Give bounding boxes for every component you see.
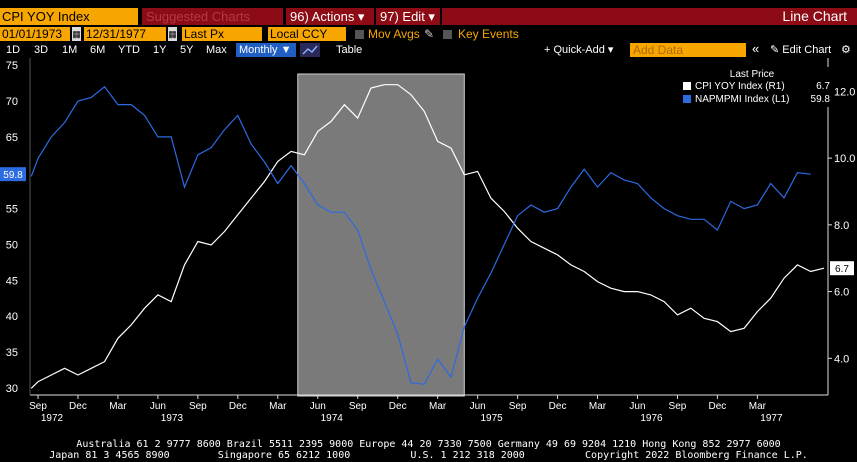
napmpmi-last-value-tag bbox=[0, 167, 26, 182]
x-tick-label: Dec bbox=[389, 401, 407, 412]
legend: Last Price CPI YOY Index (R1) 6.7 NAPMPM… bbox=[676, 67, 832, 107]
currency-select[interactable]: Local CCY bbox=[268, 27, 346, 41]
end-date-input[interactable]: 12/31/1977 bbox=[84, 27, 166, 41]
chart-type-label: Line Chart bbox=[782, 8, 847, 24]
line-chart: 303540455055606570754.06.08.010.012.0Sep… bbox=[0, 58, 855, 424]
x-tick-label: Mar bbox=[749, 401, 767, 412]
x-year-label: 1974 bbox=[321, 413, 344, 424]
x-tick-label: Sep bbox=[349, 401, 367, 412]
edit-menu[interactable]: 97) Edit ▾ bbox=[376, 8, 440, 25]
left-tick-label: 35 bbox=[6, 347, 18, 359]
x-year-label: 1976 bbox=[640, 413, 663, 424]
edit-chart-button[interactable]: ✎ Edit Chart bbox=[770, 44, 832, 56]
legend-name-pmi: NAPMPMI Index (L1) bbox=[695, 94, 789, 105]
legend-swatch-pmi bbox=[683, 95, 691, 103]
actions-menu[interactable]: 96) Actions ▾ bbox=[286, 8, 374, 25]
legend-value-pmi: 59.8 bbox=[811, 94, 831, 105]
footer-copyright: Japan 81 3 4565 8900 Singapore 65 6212 1… bbox=[49, 450, 808, 461]
range-6m[interactable]: 6M bbox=[90, 44, 106, 56]
calendar-icon[interactable]: ▦ bbox=[168, 27, 177, 41]
table-button[interactable]: Table bbox=[336, 44, 363, 56]
line-chart-icon[interactable] bbox=[300, 43, 320, 57]
right-tick-label: 12.0 bbox=[834, 86, 855, 98]
napmpmi-last-value-label: 59.8 bbox=[3, 170, 23, 181]
controls-bar: 01/01/1973 ▦ 12/31/1977 ▦ Last Px Local … bbox=[0, 26, 857, 42]
x-tick-label: Mar bbox=[589, 401, 607, 412]
right-tick-label: 4.0 bbox=[834, 353, 849, 365]
add-data-input[interactable]: Add Data bbox=[630, 43, 746, 57]
range-1m[interactable]: 1M bbox=[62, 44, 78, 56]
x-tick-label: Mar bbox=[109, 401, 127, 412]
x-tick-label: Jun bbox=[629, 401, 645, 412]
left-tick-label: 55 bbox=[6, 204, 18, 216]
range-1y[interactable]: 1Y bbox=[153, 44, 167, 56]
x-tick-label: Mar bbox=[429, 401, 447, 412]
legend-value-cpi: 6.7 bbox=[816, 81, 830, 92]
legend-name-cpi: CPI YOY Index (R1) bbox=[695, 81, 785, 92]
range-1d[interactable]: 1D bbox=[6, 44, 21, 56]
suggested-charts-button[interactable]: Suggested Charts bbox=[142, 8, 283, 25]
left-tick-label: 40 bbox=[6, 311, 18, 323]
x-tick-label: Dec bbox=[229, 401, 247, 412]
x-tick-label: Mar bbox=[269, 401, 287, 412]
mov-avgs-label: Mov Avgs bbox=[368, 27, 420, 41]
x-year-label: 1972 bbox=[41, 413, 64, 424]
cpi-last-value-tag bbox=[830, 261, 854, 276]
left-tick-label: 50 bbox=[6, 239, 18, 251]
footer-contacts: Australia 61 2 9777 8600 Brazil 5511 239… bbox=[76, 439, 781, 450]
x-tick-label: Sep bbox=[189, 401, 207, 412]
key-events-checkbox[interactable] bbox=[443, 30, 452, 39]
right-tick-label: 10.0 bbox=[834, 153, 855, 165]
mov-avgs-checkbox[interactable] bbox=[355, 30, 364, 39]
x-year-label: 1973 bbox=[161, 413, 184, 424]
range-5y[interactable]: 5Y bbox=[180, 44, 194, 56]
left-tick-label: 75 bbox=[6, 60, 18, 72]
range-3d[interactable]: 3D bbox=[34, 44, 49, 56]
start-date-input[interactable]: 01/01/1973 bbox=[0, 27, 70, 41]
calendar-icon[interactable]: ▦ bbox=[72, 27, 81, 41]
quick-add-button[interactable]: + Quick-Add ▾ bbox=[544, 44, 614, 56]
x-tick-label: Sep bbox=[29, 401, 47, 412]
x-year-label: 1977 bbox=[760, 413, 783, 424]
title-bar: CPI YOY Index Suggested Charts 96) Actio… bbox=[0, 0, 857, 26]
range-max[interactable]: Max bbox=[206, 44, 227, 56]
legend-heading: Last Price bbox=[730, 69, 775, 80]
periodicity-select[interactable]: Monthly ▼ bbox=[236, 43, 296, 57]
left-tick-label: 30 bbox=[6, 383, 18, 395]
x-tick-label: Sep bbox=[509, 401, 527, 412]
right-tick-label: 8.0 bbox=[834, 220, 849, 232]
x-year-label: 1975 bbox=[481, 413, 504, 424]
right-tick-label: 6.0 bbox=[834, 287, 849, 299]
ticker-field[interactable]: CPI YOY Index bbox=[0, 8, 138, 25]
x-tick-label: Dec bbox=[709, 401, 727, 412]
collapse-icon[interactable]: « bbox=[752, 41, 760, 56]
left-tick-label: 70 bbox=[6, 96, 18, 108]
pencil-icon[interactable]: ✎ bbox=[424, 27, 435, 41]
toolbar: 1D 3D 1M 6M YTD 1Y 5Y Max Monthly ▼ Tabl… bbox=[0, 42, 857, 58]
x-tick-label: Dec bbox=[69, 401, 87, 412]
range-ytd[interactable]: YTD bbox=[118, 44, 140, 56]
napmpmi-line bbox=[30, 85, 811, 385]
x-tick-label: Jun bbox=[470, 401, 486, 412]
x-tick-label: Jun bbox=[150, 401, 166, 412]
title-bar-fill bbox=[442, 8, 857, 25]
cpi-yoy-line bbox=[30, 84, 825, 389]
legend-swatch-cpi bbox=[683, 82, 691, 90]
x-tick-label: Jun bbox=[310, 401, 326, 412]
x-tick-label: Dec bbox=[549, 401, 567, 412]
shaded-period bbox=[297, 73, 465, 397]
left-tick-label: 65 bbox=[6, 132, 18, 144]
legend-box bbox=[676, 67, 832, 107]
cpi-last-value-label: 6.7 bbox=[835, 264, 849, 275]
key-events-label: Key Events bbox=[458, 27, 519, 41]
x-tick-label: Sep bbox=[669, 401, 687, 412]
price-field-select[interactable]: Last Px bbox=[182, 27, 262, 41]
left-tick-label: 45 bbox=[6, 275, 18, 287]
settings-gear-icon[interactable]: ⚙ bbox=[841, 44, 851, 56]
